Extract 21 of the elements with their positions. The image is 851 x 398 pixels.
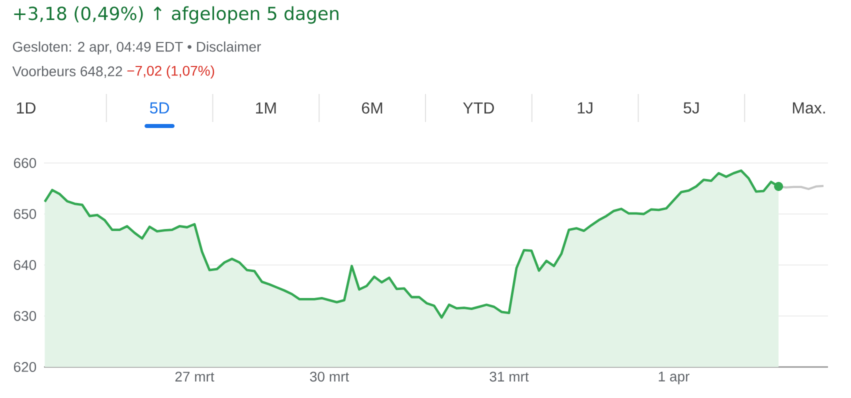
y-tick-label: 650	[14, 209, 36, 219]
y-tick-label: 630	[14, 311, 36, 321]
x-tick-label: 27 mrt	[175, 372, 214, 382]
text: 5D	[150, 102, 170, 114]
x-tick-label: 30 mrt	[310, 372, 350, 382]
text: 1D	[16, 102, 36, 114]
text: Voorbeurs 648,22	[12, 66, 122, 78]
x-tick-label: 31 mrt	[490, 372, 529, 382]
text: 5J	[684, 102, 699, 114]
y-tick-label: 660	[14, 158, 36, 168]
text: YTD	[463, 102, 494, 114]
y-tick-label: 640	[14, 260, 36, 270]
text: 1M	[256, 102, 276, 114]
y-tick-label: 620	[14, 362, 36, 372]
text: Max.	[792, 102, 825, 114]
text: 6M	[362, 102, 382, 114]
x-tick-label: 1 apr	[658, 372, 690, 384]
text: −7,02 (1,07%)	[127, 65, 214, 79]
text: Gesloten: 2 apr, 04:49 EDT • Disclaimer	[12, 41, 261, 55]
text: 1J	[578, 102, 592, 114]
chart-title: +3,18 (0,49%) ↑ afgelopen 5 dagen	[14, 6, 338, 24]
